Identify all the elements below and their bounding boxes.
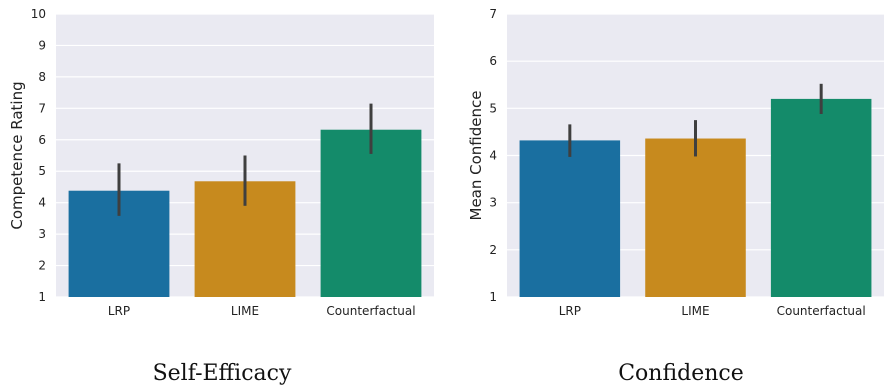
- y-tick-label: 2: [38, 259, 46, 273]
- y-tick-label: 3: [38, 227, 46, 241]
- x-tick-label: LIME: [681, 304, 709, 318]
- chart-panel-2: 1 2 3 4 5 6 7 LRP LIME Counterfactual Mean Confide…: [467, 7, 884, 386]
- y-tick-label: 6: [489, 54, 497, 68]
- y-tick-label: 5: [38, 164, 46, 178]
- y-axis-label: Competence Rating: [8, 81, 26, 229]
- panel-caption: Self-Efficacy: [153, 361, 292, 386]
- x-tick-label: Counterfactual: [326, 304, 415, 318]
- x-tick-label: LRP: [559, 304, 581, 318]
- y-tick-label: 10: [31, 7, 46, 21]
- y-tick-label: 4: [489, 149, 497, 163]
- bar-lime: [645, 138, 746, 297]
- bar-lrp: [519, 140, 621, 297]
- y-tick-label: 7: [38, 101, 46, 115]
- y-tick-label: 9: [38, 38, 46, 52]
- y-tick-label: 4: [38, 196, 46, 210]
- y-tick-label: 7: [489, 7, 497, 21]
- bar-counterfactual: [770, 98, 872, 298]
- y-tick-label: 6: [38, 133, 46, 147]
- y-tick-label: 5: [489, 101, 497, 115]
- chart-panel-1: 1 2 3 4 5 6 7 8 9 10 LRP LIME Counterfactual Competen…: [8, 7, 434, 386]
- y-tick-label: 1: [489, 290, 497, 304]
- y-tick-label: 1: [38, 290, 46, 304]
- y-axis-label: Mean Confidence: [467, 91, 485, 221]
- x-tick-label: Counterfactual: [777, 304, 866, 318]
- x-tick-label: LIME: [231, 304, 259, 318]
- panel-caption: Confidence: [618, 361, 744, 386]
- y-tick-label: 3: [489, 196, 497, 210]
- y-tick-label: 8: [38, 70, 46, 84]
- x-tick-label: LRP: [108, 304, 130, 318]
- y-tick-label: 2: [489, 243, 497, 257]
- bar-counterfactual: [320, 129, 422, 297]
